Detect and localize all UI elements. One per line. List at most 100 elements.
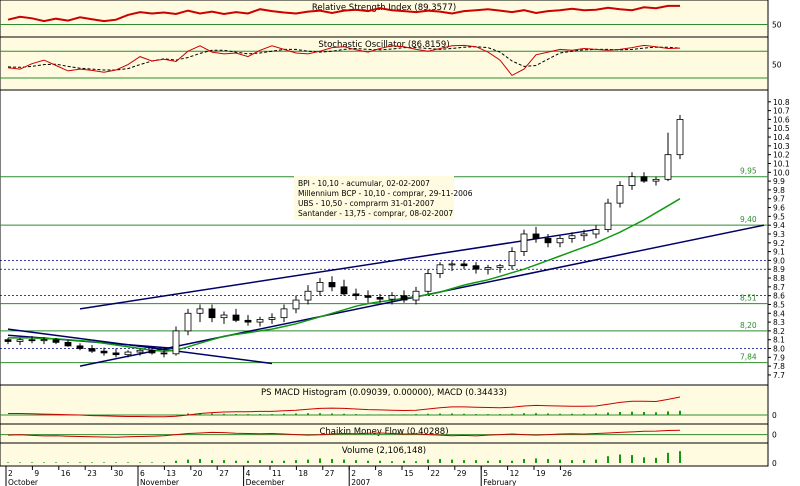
price-tick-label: 10.1 xyxy=(773,159,790,168)
macd-histogram-bar xyxy=(199,413,201,415)
price-tick-label: 9.0 xyxy=(773,256,785,265)
price-tick-label: 8.7 xyxy=(773,283,785,292)
volume-bar xyxy=(523,459,525,463)
stochastic-k-line xyxy=(7,44,681,77)
x-axis-day-label: 26 xyxy=(562,469,572,478)
macd-histogram-bar xyxy=(379,414,381,415)
macd-tick-label: 0 xyxy=(772,411,777,420)
volume-bar xyxy=(211,460,213,463)
macd-panel xyxy=(0,384,769,425)
annotation-text: Santander - 13,75 - comprar, 08-02-2007 xyxy=(298,209,453,218)
price-tick-label: 8.6 xyxy=(773,292,785,301)
annotation-text: Millennium BCP - 10,10 - comprar, 29-11-… xyxy=(298,189,473,198)
volume-bar xyxy=(463,460,465,463)
volume-bar xyxy=(619,454,621,463)
volume-bar xyxy=(631,455,633,463)
volume-tick-label: 0 xyxy=(772,459,777,468)
candle-body xyxy=(376,297,384,300)
price-tick-label: 10.0 xyxy=(773,168,790,177)
price-tick-label: 10.5 xyxy=(773,124,790,133)
macd-histogram-bar xyxy=(223,413,225,415)
volume-bar xyxy=(271,460,273,463)
volume-bar xyxy=(367,460,369,463)
volume-bar xyxy=(115,462,117,463)
candle-body xyxy=(328,282,336,288)
volume-bar xyxy=(55,462,57,463)
volume-bar xyxy=(655,457,657,463)
candle-body xyxy=(508,251,516,267)
x-axis-day-label: 15 xyxy=(404,469,414,478)
candle-body xyxy=(64,341,72,347)
price-tick-label: 7.9 xyxy=(773,353,785,362)
volume-bar xyxy=(79,462,81,463)
candle-body xyxy=(256,319,264,323)
price-tick-label: 7.8 xyxy=(773,362,785,371)
x-axis-day-label: 23 xyxy=(87,469,97,478)
x-axis-day-label: 6 xyxy=(140,469,145,478)
candle-body xyxy=(112,352,120,356)
candle-body xyxy=(568,235,576,239)
volume-bar xyxy=(127,462,129,463)
x-axis-day-label: 13 xyxy=(166,469,176,478)
candle-body xyxy=(232,314,240,321)
x-axis-month-label: 2007 xyxy=(351,478,370,486)
price-tick-label: 8.3 xyxy=(773,318,785,327)
candle-body xyxy=(676,119,684,156)
candle-body xyxy=(148,349,156,354)
volume-bar xyxy=(247,460,249,463)
volume-bar xyxy=(403,460,405,463)
macd-histogram-bar xyxy=(487,414,489,415)
annotation-text: BPI - 10,10 - acumular, 02-02-2007 xyxy=(298,179,430,188)
candle-body xyxy=(136,349,144,353)
price-tick-label: 10.8 xyxy=(773,98,790,107)
rsi-line xyxy=(7,4,680,23)
candle-body xyxy=(496,265,504,268)
macd-title: PS MACD Histogram (0.09039, 0.00000), MA… xyxy=(261,388,507,398)
x-axis-day-label: 27 xyxy=(325,469,335,478)
macd-histogram-bar xyxy=(631,411,633,415)
volume-bar xyxy=(607,456,609,463)
candle-body xyxy=(304,290,312,301)
macd-histogram-bar xyxy=(403,414,405,415)
volume-bar xyxy=(19,462,21,463)
candle-body xyxy=(4,339,12,342)
macd-histogram-bar xyxy=(307,413,309,415)
x-axis-day-label: 9 xyxy=(34,469,39,478)
macd-histogram-bar xyxy=(295,413,297,415)
macd-histogram-bar xyxy=(439,413,441,415)
x-axis-day-label: 18 xyxy=(298,469,308,478)
macd-histogram-bar xyxy=(595,413,597,415)
x-axis-day-label: 12 xyxy=(510,469,520,478)
candle-body xyxy=(340,286,348,295)
volume-bar xyxy=(235,460,237,463)
candle-body xyxy=(16,339,24,342)
macd-histogram-bar xyxy=(451,413,453,415)
x-axis-day-label: 4 xyxy=(246,469,251,478)
volume-bar xyxy=(151,462,153,463)
price-tick-label: 9.3 xyxy=(773,230,785,239)
macd-histogram-bar xyxy=(463,413,465,415)
candle-body xyxy=(652,178,660,182)
price-tick-label: 9.1 xyxy=(773,248,785,257)
x-axis-day-label: 30 xyxy=(114,469,124,478)
price-tick-label: 10.7 xyxy=(773,107,790,116)
candle-body xyxy=(460,263,468,267)
macd-histogram-bar xyxy=(643,412,645,415)
x-axis-day-label: 11 xyxy=(272,469,282,478)
price-tick-label: 9.4 xyxy=(773,221,785,230)
price-level-label: 9,95 xyxy=(740,167,757,176)
candle-body xyxy=(592,229,600,235)
volume-bar xyxy=(511,460,513,463)
candle-body xyxy=(196,308,204,314)
candle-body xyxy=(208,308,216,319)
candle-body xyxy=(184,312,192,332)
volume-bar xyxy=(319,458,321,463)
candle-body xyxy=(40,339,48,342)
volume-bar xyxy=(139,462,141,463)
candle-body xyxy=(556,237,564,244)
candle-body xyxy=(268,317,276,320)
price-tick-label: 10.6 xyxy=(773,115,790,124)
macd-histogram-bar xyxy=(499,414,501,415)
macd-histogram-bar xyxy=(247,414,249,415)
volume-bar xyxy=(67,462,69,463)
